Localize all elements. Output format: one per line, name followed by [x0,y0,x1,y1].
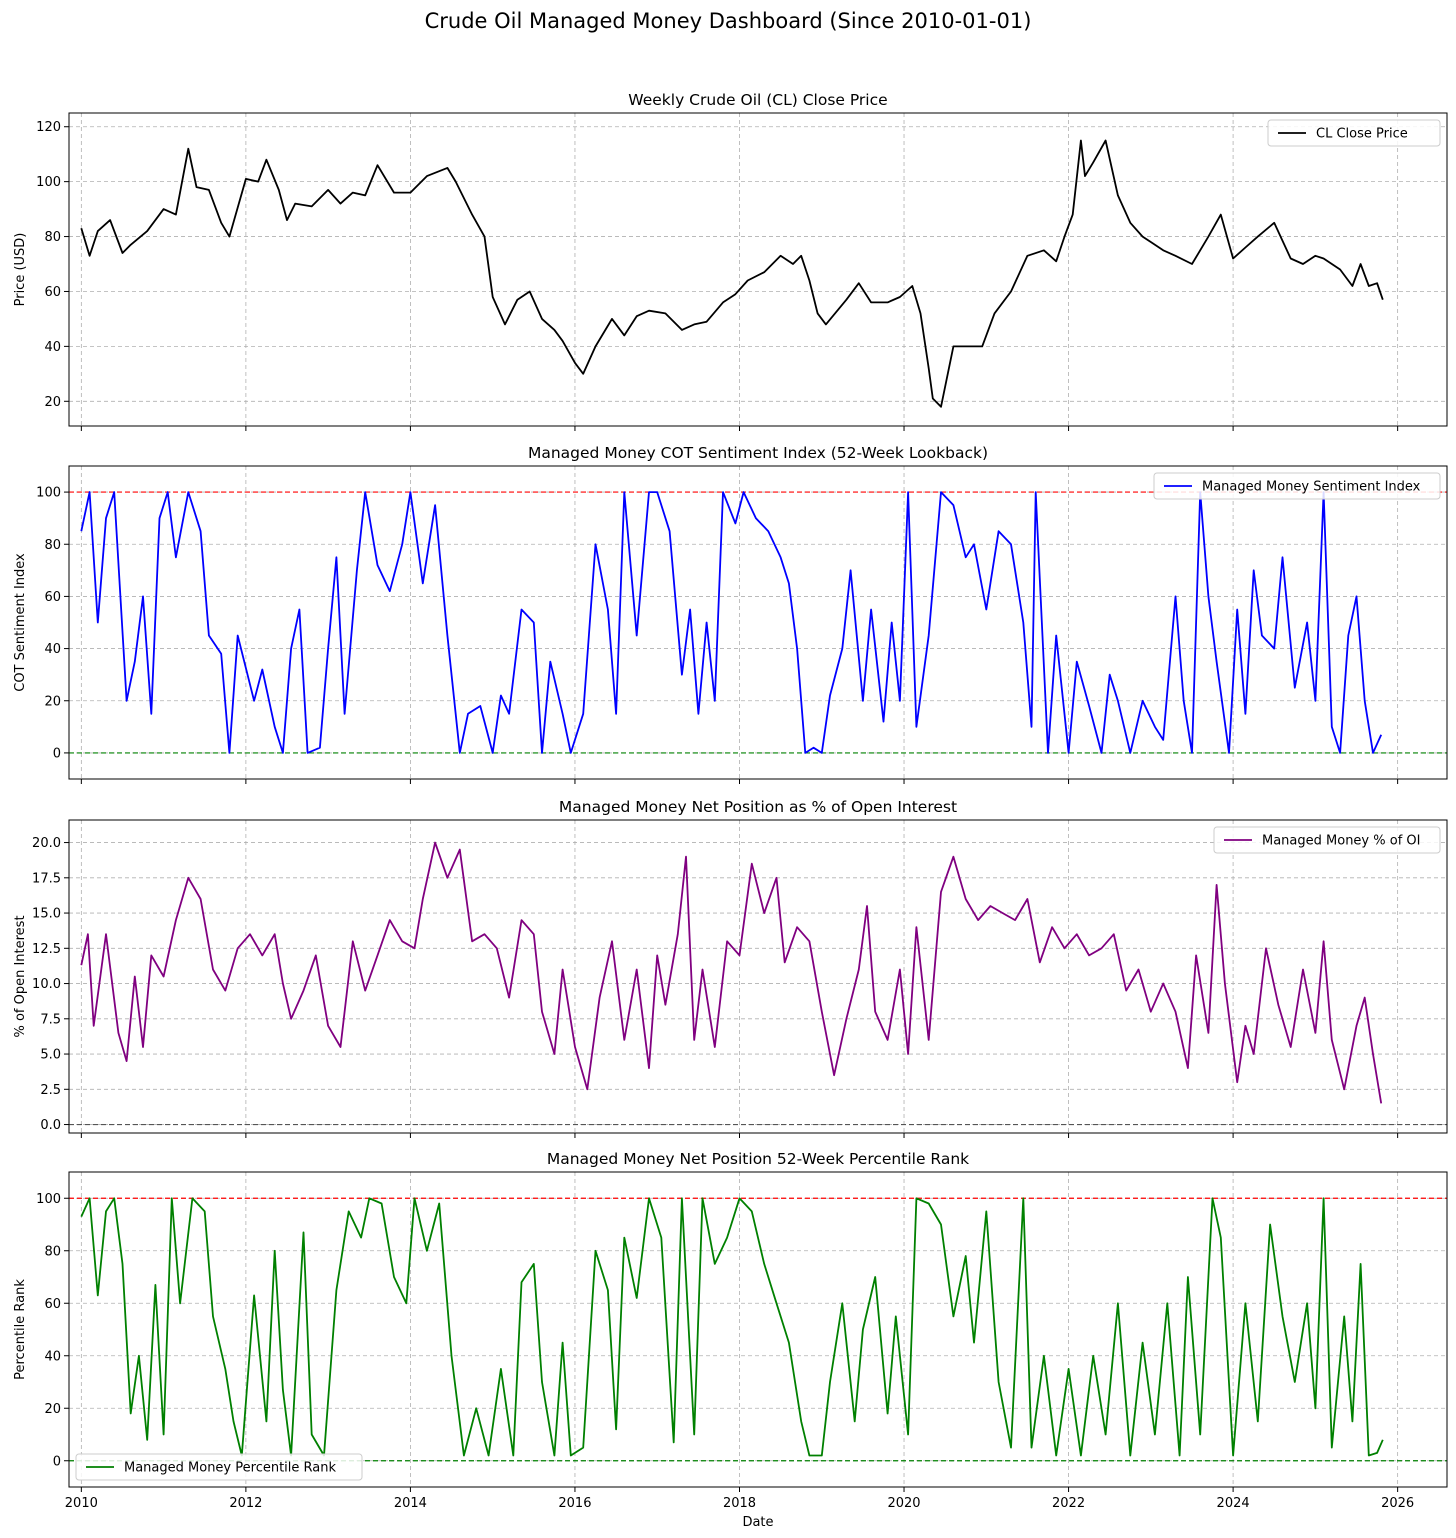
y-tick-label: 80 [44,538,61,553]
y-ticks: 0 20 40 60 80 100 [36,1192,69,1469]
y-tick-label: 20.0 [32,836,61,851]
y-tick-label: 100 [36,175,61,190]
y-tick-label: 5.0 [40,1048,61,1063]
x-axis-label: Date [742,1515,773,1530]
panel-title: Weekly Crude Oil (CL) Close Price [628,91,887,109]
x-tick-label: 2026 [1381,1496,1414,1511]
x-tick-label: 2022 [1052,1496,1085,1511]
y-tick-label: 100 [36,486,61,501]
y-tick-label: 40 [44,340,61,355]
series-line [80,139,1384,408]
y-tick-label: 0 [53,746,61,761]
y-axis-label: Price (USD) [13,233,28,307]
y-axis-label: % of Open Interest [13,915,28,1037]
legend: Managed Money % of OI [1213,826,1441,854]
plot-frame [68,819,1448,1134]
x-tick-label: 2024 [1217,1496,1250,1511]
y-tick-label: 20 [44,694,61,709]
panels: Weekly Crude Oil (CL) Close Price 20 40 60 8… [13,91,1448,1511]
x-tick-label: 2020 [887,1496,920,1511]
y-ticks: 0 20 40 60 80 100 [36,486,69,761]
y-tick-label: 20 [44,395,61,410]
panel-1: Weekly Crude Oil (CL) Close Price 20 40 60 8… [13,91,1448,431]
y-axis-label: COT Sentiment Index [13,553,28,692]
y-tick-label: 15.0 [32,907,61,922]
x-tick-label: 2010 [65,1496,98,1511]
panel-title: Managed Money Net Position 52-Week Perce… [547,1150,969,1168]
x-ticks [80,1133,1399,1138]
y-tick-label: 40 [44,642,61,657]
x-ticks: 2010 2012 2014 2016 2018 2020 2022 2024 2026 [65,1487,1414,1511]
x-tick-label: 2012 [229,1496,262,1511]
y-tick-label: 100 [36,1192,61,1207]
panel-3: Managed Money Net Position as % of Open … [13,798,1448,1138]
dashboard-title: Crude Oil Managed Money Dashboard (Since… [425,9,1032,33]
legend-label: Managed Money Sentiment Index [1202,480,1421,495]
y-tick-label: 80 [44,230,61,245]
y-tick-label: 0.0 [40,1118,61,1133]
y-tick-label: 0 [53,1454,61,1469]
y-axis-label: Percentile Rank [13,1279,28,1380]
panel-2: Managed Money COT Sentiment Index (52-We… [13,444,1448,784]
legend-label: Managed Money % of OI [1262,834,1420,849]
x-tick-label: 2018 [723,1496,756,1511]
series-line [80,491,1383,754]
legend-box [1213,826,1441,854]
y-tick-label: 60 [44,285,61,300]
legend-box [1153,472,1441,500]
y-tick-label: 120 [36,120,61,135]
legend-box [75,1453,363,1481]
y-tick-label: 12.5 [32,942,61,957]
gridlines [69,113,1447,426]
y-tick-label: 17.5 [32,871,61,886]
legend: CL Close Price [1267,119,1441,147]
y-tick-label: 60 [44,1297,61,1312]
panel-title: Managed Money Net Position as % of Open … [559,798,957,816]
x-tick-label: 2014 [394,1496,427,1511]
panel-4: Managed Money Net Position 52-Week Perce… [13,1150,1448,1511]
plot-frame [68,465,1448,780]
y-tick-label: 2.5 [40,1083,61,1098]
x-ticks [80,779,1399,784]
x-ticks [80,426,1399,431]
plot-frame [68,1171,1448,1488]
legend: Managed Money Sentiment Index [1153,472,1441,500]
y-tick-label: 80 [44,1244,61,1259]
x-tick-label: 2016 [558,1496,591,1511]
series-line [80,841,1383,1104]
y-tick-label: 10.0 [32,977,61,992]
legend-label: Managed Money Percentile Rank [124,1461,336,1476]
plot-frame [68,112,1448,427]
y-ticks: 0.0 2.5 5.0 7.5 10.0 12.5 15.0 17.5 20.0 [32,836,69,1133]
y-tick-label: 60 [44,590,61,605]
legend-box [1267,119,1441,147]
series-line [80,1197,1384,1457]
y-tick-label: 40 [44,1349,61,1364]
y-tick-label: 20 [44,1402,61,1417]
panel-title: Managed Money COT Sentiment Index (52-We… [528,444,988,462]
y-tick-label: 7.5 [40,1012,61,1027]
y-ticks: 20 40 60 80 100 120 [36,120,69,410]
legend: Managed Money Percentile Rank [75,1453,363,1481]
legend-label: CL Close Price [1316,127,1408,142]
